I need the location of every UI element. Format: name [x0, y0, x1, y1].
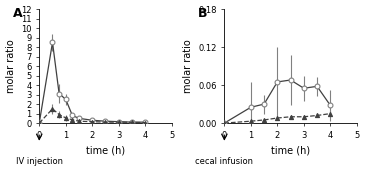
Text: B: B	[198, 7, 207, 20]
Text: cecal infusion: cecal infusion	[195, 157, 253, 166]
X-axis label: time (h): time (h)	[86, 145, 125, 155]
Y-axis label: molar ratio: molar ratio	[182, 39, 193, 93]
Text: A: A	[13, 7, 22, 20]
Y-axis label: molar ratio: molar ratio	[5, 39, 16, 93]
X-axis label: time (h): time (h)	[271, 145, 310, 155]
Text: IV injection: IV injection	[16, 157, 63, 166]
